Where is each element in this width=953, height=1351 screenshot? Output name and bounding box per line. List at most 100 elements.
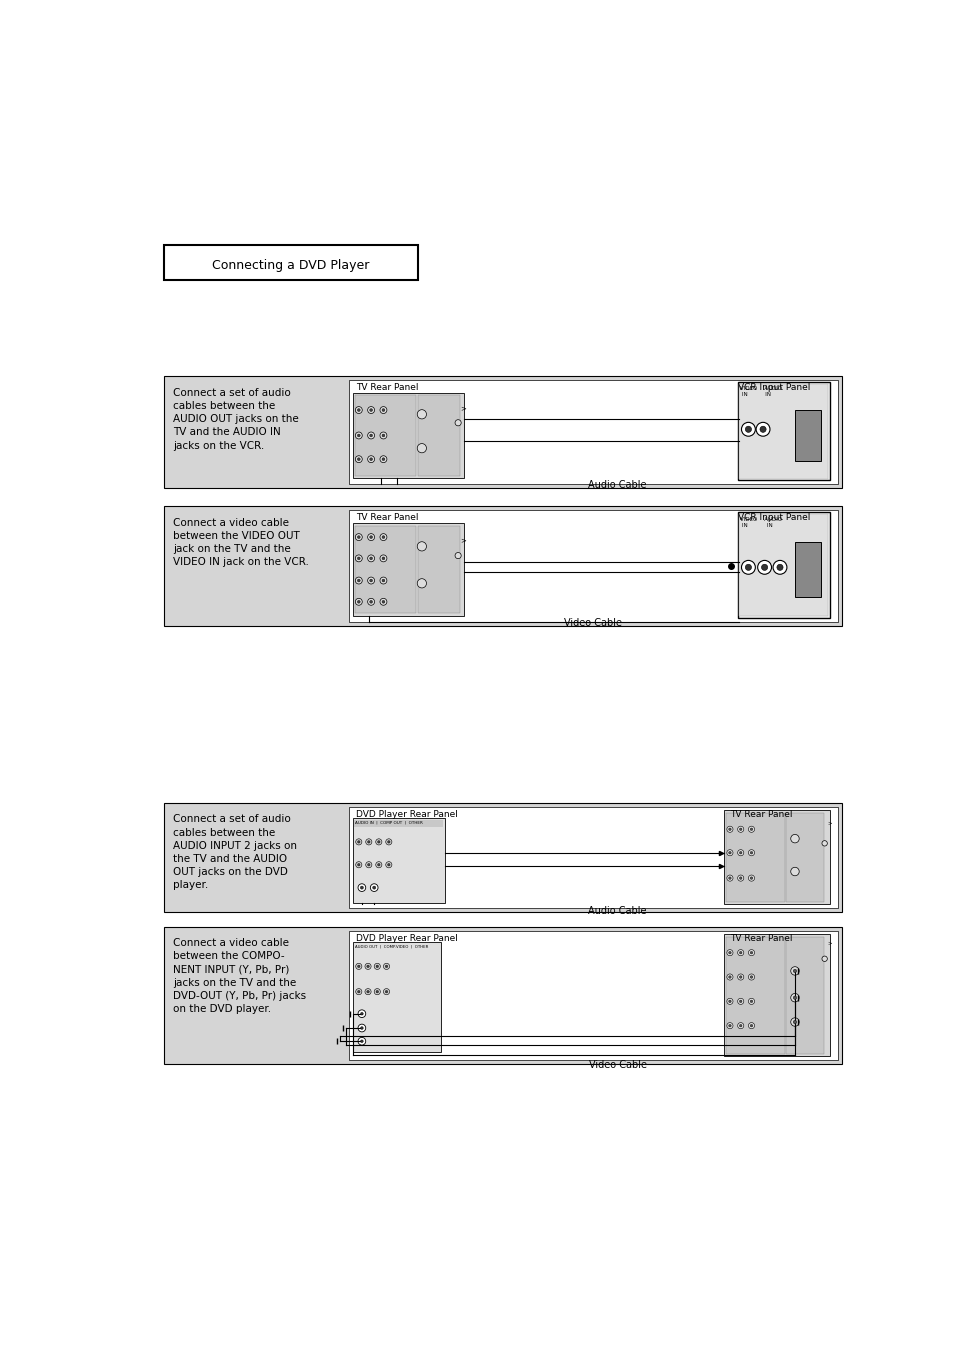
Circle shape: [367, 863, 370, 866]
Circle shape: [760, 426, 765, 432]
Circle shape: [749, 851, 752, 854]
Circle shape: [726, 875, 732, 881]
Text: >: >: [460, 405, 466, 412]
Circle shape: [355, 598, 362, 605]
Circle shape: [790, 1017, 799, 1027]
Text: TV Rear Panel: TV Rear Panel: [729, 809, 792, 819]
FancyBboxPatch shape: [164, 507, 841, 626]
Circle shape: [757, 561, 771, 574]
Circle shape: [737, 827, 743, 832]
Circle shape: [377, 863, 379, 866]
Circle shape: [357, 1009, 365, 1017]
Circle shape: [360, 1012, 363, 1015]
Circle shape: [749, 1024, 752, 1027]
Circle shape: [728, 975, 730, 978]
FancyBboxPatch shape: [353, 393, 464, 478]
Circle shape: [416, 409, 426, 419]
Circle shape: [366, 965, 369, 967]
Circle shape: [821, 840, 826, 846]
Circle shape: [374, 963, 380, 970]
Circle shape: [360, 886, 363, 889]
Circle shape: [793, 996, 796, 1000]
Circle shape: [728, 951, 730, 954]
Circle shape: [748, 827, 754, 832]
Text: Video Cable: Video Cable: [588, 1061, 646, 1070]
FancyBboxPatch shape: [739, 513, 827, 616]
Circle shape: [381, 580, 384, 582]
Text: TV Rear Panel: TV Rear Panel: [356, 513, 418, 523]
FancyBboxPatch shape: [164, 802, 841, 912]
Circle shape: [381, 557, 384, 559]
Circle shape: [357, 990, 359, 993]
Circle shape: [367, 534, 375, 540]
Circle shape: [739, 1024, 741, 1027]
Circle shape: [355, 989, 361, 994]
Circle shape: [377, 840, 379, 843]
FancyBboxPatch shape: [164, 376, 841, 488]
FancyBboxPatch shape: [737, 382, 829, 480]
Circle shape: [381, 408, 384, 412]
Text: Connecting a DVD Player: Connecting a DVD Player: [213, 259, 370, 272]
Circle shape: [367, 432, 375, 439]
Circle shape: [360, 1027, 363, 1029]
Circle shape: [726, 974, 732, 979]
Text: IN          IN: IN IN: [741, 392, 770, 397]
Circle shape: [772, 561, 786, 574]
Circle shape: [455, 553, 460, 559]
Text: VIDEO    AUDIO: VIDEO AUDIO: [740, 517, 781, 521]
Circle shape: [365, 989, 371, 994]
FancyBboxPatch shape: [353, 523, 464, 616]
FancyBboxPatch shape: [349, 511, 837, 621]
Circle shape: [355, 534, 362, 540]
Circle shape: [748, 974, 754, 979]
Circle shape: [355, 407, 362, 413]
Text: >: >: [826, 820, 831, 825]
Circle shape: [357, 1024, 365, 1032]
Circle shape: [357, 434, 360, 436]
Circle shape: [357, 580, 360, 582]
Text: AUDIO OUT  |  COMP.VIDEO  |  OTHER: AUDIO OUT | COMP.VIDEO | OTHER: [355, 944, 428, 948]
Circle shape: [355, 862, 361, 867]
FancyBboxPatch shape: [417, 526, 460, 613]
Circle shape: [367, 598, 375, 605]
Text: Connect a video cable
between the VIDEO OUT
jack on the TV and the
VIDEO IN jack: Connect a video cable between the VIDEO …: [173, 517, 309, 567]
Circle shape: [737, 1023, 743, 1028]
Circle shape: [385, 990, 387, 993]
Circle shape: [749, 951, 752, 954]
Circle shape: [367, 840, 370, 843]
Circle shape: [737, 950, 743, 955]
Circle shape: [383, 989, 389, 994]
Circle shape: [416, 578, 426, 588]
Circle shape: [385, 965, 387, 967]
Circle shape: [728, 1024, 730, 1027]
Circle shape: [355, 963, 361, 970]
Circle shape: [370, 600, 372, 603]
Circle shape: [748, 850, 754, 855]
Text: IN           IN: IN IN: [741, 523, 772, 528]
Circle shape: [383, 963, 389, 970]
Circle shape: [370, 580, 372, 582]
Circle shape: [370, 884, 377, 892]
FancyBboxPatch shape: [349, 380, 837, 484]
FancyBboxPatch shape: [355, 526, 416, 613]
Text: VIDEO    AUDIO: VIDEO AUDIO: [740, 386, 781, 392]
Circle shape: [726, 850, 732, 855]
Circle shape: [367, 555, 375, 562]
Text: Connect a set of audio
cables between the
AUDIO OUT jacks on the
TV and the AUDI: Connect a set of audio cables between th…: [173, 388, 298, 450]
Circle shape: [728, 1000, 730, 1002]
Circle shape: [381, 600, 384, 603]
FancyBboxPatch shape: [725, 936, 783, 1054]
Text: TV Rear Panel: TV Rear Panel: [356, 384, 418, 392]
Circle shape: [385, 839, 392, 844]
Circle shape: [357, 458, 360, 461]
Circle shape: [355, 555, 362, 562]
FancyBboxPatch shape: [164, 927, 841, 1063]
Circle shape: [381, 434, 384, 436]
Circle shape: [790, 993, 799, 1002]
Circle shape: [365, 862, 372, 867]
Circle shape: [367, 407, 375, 413]
Circle shape: [375, 839, 381, 844]
Text: VCR Input Panel: VCR Input Panel: [737, 384, 809, 392]
Circle shape: [726, 827, 732, 832]
Circle shape: [739, 1000, 741, 1002]
